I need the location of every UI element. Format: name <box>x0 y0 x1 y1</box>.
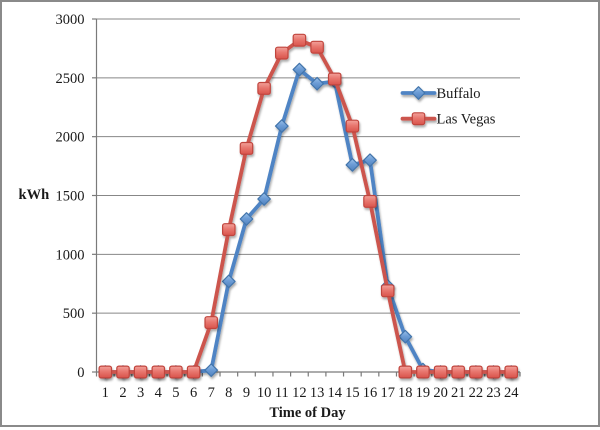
svg-text:19: 19 <box>416 385 431 401</box>
svg-text:2500: 2500 <box>56 71 85 87</box>
svg-text:17: 17 <box>380 385 395 401</box>
svg-text:2000: 2000 <box>56 130 85 146</box>
svg-text:20: 20 <box>433 385 448 401</box>
svg-text:5: 5 <box>172 385 179 401</box>
svg-text:10: 10 <box>257 385 272 401</box>
svg-text:14: 14 <box>327 385 342 401</box>
svg-text:1: 1 <box>102 385 109 401</box>
svg-text:1000: 1000 <box>56 247 85 263</box>
svg-text:3: 3 <box>137 385 144 401</box>
svg-text:7: 7 <box>208 385 215 401</box>
svg-text:11: 11 <box>275 385 289 401</box>
svg-text:18: 18 <box>398 385 413 401</box>
svg-text:8: 8 <box>225 385 232 401</box>
svg-text:15: 15 <box>345 385 360 401</box>
svg-text:500: 500 <box>63 306 85 322</box>
svg-text:23: 23 <box>486 385 501 401</box>
svg-text:12: 12 <box>292 385 307 401</box>
svg-text:13: 13 <box>310 385 325 401</box>
svg-text:24: 24 <box>504 385 519 401</box>
svg-text:9: 9 <box>243 385 250 401</box>
svg-text:2: 2 <box>119 385 126 401</box>
svg-text:4: 4 <box>155 385 163 401</box>
svg-text:6: 6 <box>190 385 197 401</box>
svg-text:21: 21 <box>451 385 466 401</box>
svg-text:Las Vegas: Las Vegas <box>437 112 496 128</box>
svg-text:kWh: kWh <box>19 187 50 203</box>
svg-text:0: 0 <box>77 365 84 381</box>
svg-text:22: 22 <box>469 385 484 401</box>
svg-text:Buffalo: Buffalo <box>437 86 481 102</box>
svg-text:3000: 3000 <box>56 12 85 28</box>
svg-text:1500: 1500 <box>56 189 85 205</box>
svg-text:16: 16 <box>363 385 378 401</box>
svg-text:Time of Day: Time of Day <box>269 405 346 421</box>
